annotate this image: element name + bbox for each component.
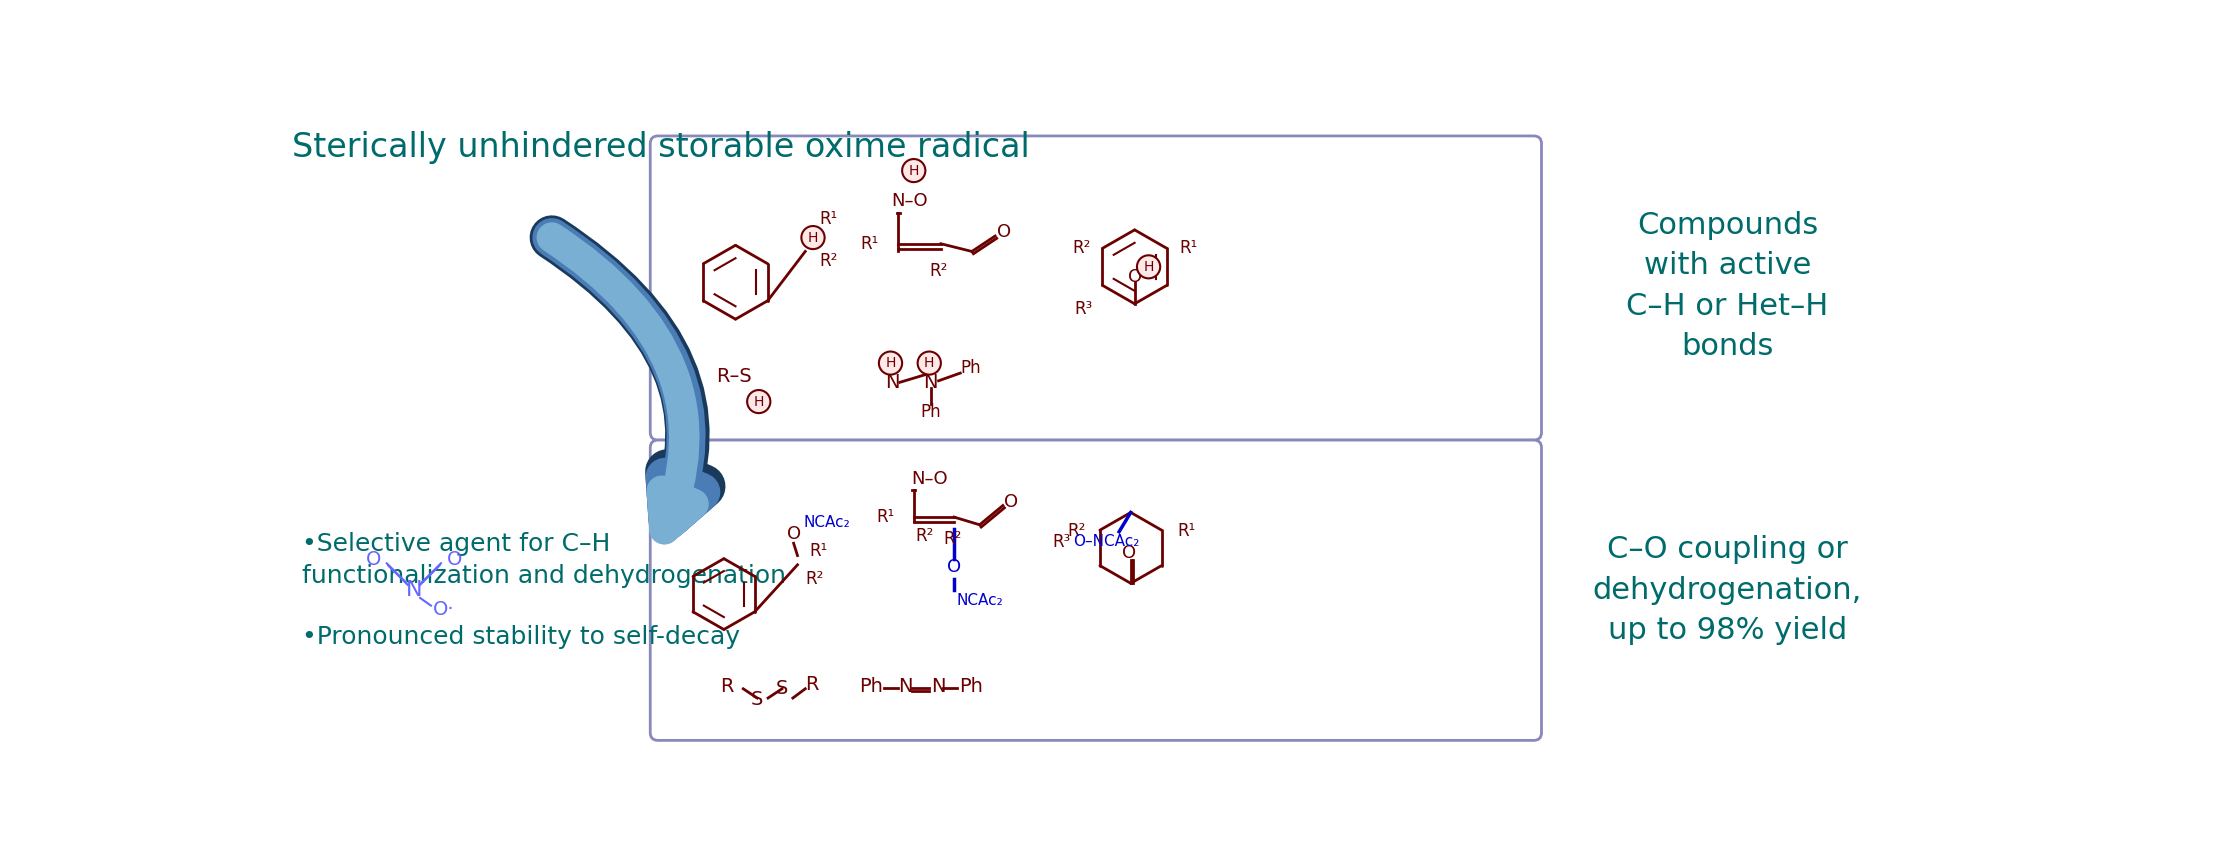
Text: R²: R² <box>1073 239 1091 257</box>
Text: Sterically unhindered storable oxime radical: Sterically unhindered storable oxime rad… <box>292 131 1031 164</box>
Text: R¹: R¹ <box>1178 522 1195 540</box>
Text: R²: R² <box>915 528 933 545</box>
Text: R²: R² <box>819 252 837 270</box>
Circle shape <box>902 159 926 182</box>
Text: O: O <box>365 550 381 569</box>
FancyArrowPatch shape <box>552 237 703 515</box>
Text: NCAc₂: NCAc₂ <box>957 592 1004 608</box>
Circle shape <box>801 226 824 249</box>
Text: O: O <box>946 558 962 576</box>
Text: R²: R² <box>1066 522 1086 540</box>
Text: R¹: R¹ <box>808 542 828 560</box>
Text: Ph: Ph <box>959 360 982 377</box>
Text: H: H <box>924 356 935 370</box>
Text: O: O <box>1004 493 1020 511</box>
Text: Compounds
with active
C–H or Het–H
bonds: Compounds with active C–H or Het–H bonds <box>1627 211 1828 361</box>
Text: •Pronounced stability to self-decay: •Pronounced stability to self-decay <box>301 625 739 649</box>
Text: N: N <box>899 677 913 696</box>
Text: R³: R³ <box>1053 533 1071 551</box>
Text: O: O <box>1129 268 1142 286</box>
Circle shape <box>879 352 902 375</box>
Text: R¹: R¹ <box>861 235 879 252</box>
FancyBboxPatch shape <box>650 136 1540 440</box>
Text: R: R <box>806 674 819 694</box>
Text: Ph: Ph <box>959 677 982 696</box>
Text: R: R <box>719 677 735 696</box>
Circle shape <box>917 352 942 375</box>
Text: O–NCAc₂: O–NCAc₂ <box>1073 534 1140 549</box>
Text: Ph: Ph <box>859 677 884 696</box>
Text: N: N <box>930 677 946 696</box>
Text: O·: O· <box>434 600 454 619</box>
Text: R³: R³ <box>1075 300 1093 318</box>
Text: R²: R² <box>944 530 962 548</box>
Text: O: O <box>1122 544 1135 561</box>
Text: H: H <box>755 395 764 408</box>
Text: R²: R² <box>928 262 948 279</box>
FancyArrowPatch shape <box>552 237 695 529</box>
Text: R¹: R¹ <box>877 508 895 526</box>
Circle shape <box>748 390 770 413</box>
Text: NCAc₂: NCAc₂ <box>804 515 850 530</box>
Text: C–O coupling or
dehydrogenation,
up to 98% yield: C–O coupling or dehydrogenation, up to 9… <box>1594 535 1863 645</box>
Text: S: S <box>750 690 764 709</box>
Text: R¹: R¹ <box>819 210 837 228</box>
Text: N–O: N–O <box>893 192 928 210</box>
Text: N: N <box>405 580 423 600</box>
Text: O: O <box>997 223 1011 241</box>
Text: R¹: R¹ <box>1180 239 1198 257</box>
Text: O: O <box>447 550 461 569</box>
Text: N: N <box>924 373 937 392</box>
Text: O: O <box>786 525 801 543</box>
Text: R²: R² <box>806 570 824 587</box>
Text: H: H <box>808 230 819 245</box>
Text: H: H <box>1144 260 1153 273</box>
Circle shape <box>1137 255 1160 279</box>
FancyArrowPatch shape <box>552 237 701 521</box>
Text: Ph: Ph <box>922 403 942 420</box>
Text: •Selective agent for C–H
functionalization and dehydrogenation: •Selective agent for C–H functionalizati… <box>301 533 786 588</box>
FancyBboxPatch shape <box>650 440 1540 740</box>
Text: R–S: R–S <box>717 367 752 387</box>
Text: S: S <box>777 679 788 697</box>
Text: H: H <box>908 164 919 177</box>
Text: N–O: N–O <box>910 469 948 488</box>
Text: H: H <box>886 356 895 370</box>
Text: N: N <box>884 373 899 392</box>
